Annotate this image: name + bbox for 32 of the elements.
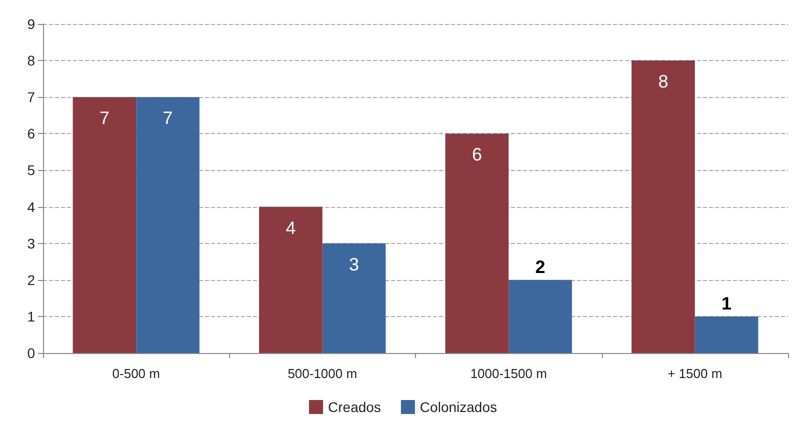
y-tick-label: 8: [27, 52, 36, 69]
x-tick-label: 500-1000 m: [288, 366, 358, 381]
data-label: 1: [722, 293, 732, 314]
bar: [694, 316, 758, 353]
data-label: 2: [535, 256, 546, 277]
bar: [445, 134, 509, 353]
bar: [259, 206, 322, 353]
bar: [72, 97, 136, 353]
y-tick-label: 3: [27, 235, 36, 252]
y-tick-label: 0: [27, 345, 36, 361]
y-tick-label: 9: [27, 16, 36, 32]
data-label: 4: [286, 218, 296, 238]
y-tick-label: 2: [27, 272, 36, 288]
bar: [322, 243, 386, 353]
x-tick-label: 0-500 m: [112, 366, 160, 381]
x-tick-label: 1000-1500 m: [470, 366, 547, 381]
data-label: 3: [349, 254, 360, 274]
data-label: 8: [658, 72, 668, 92]
x-tick-label: + 1500 m: [668, 366, 722, 381]
legend-label: Creados: [328, 399, 381, 415]
legend-label: Colonizados: [420, 399, 497, 415]
data-label: 6: [472, 144, 482, 165]
y-tick-label: 4: [27, 198, 36, 215]
bar: [136, 97, 200, 353]
bar: [508, 280, 572, 353]
y-tick-label: 1: [27, 308, 36, 324]
y-tick-label: 5: [27, 162, 36, 178]
data-label: 7: [99, 108, 110, 128]
data-label: 7: [162, 108, 173, 128]
bar: [632, 60, 695, 353]
y-tick-label: 6: [27, 126, 36, 142]
y-tick-label: 7: [27, 89, 36, 106]
